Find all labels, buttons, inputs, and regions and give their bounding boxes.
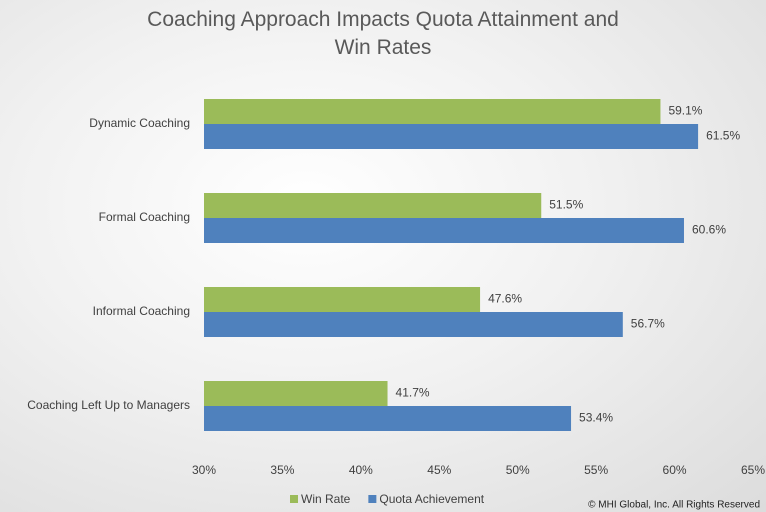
x-tick-label: 45% bbox=[427, 463, 451, 477]
y-tick-label: Dynamic Coaching bbox=[89, 116, 190, 130]
bar bbox=[204, 287, 481, 312]
x-tick-label: 40% bbox=[349, 463, 373, 477]
legend-swatch bbox=[290, 495, 298, 503]
x-tick-label: 65% bbox=[741, 463, 765, 477]
value-label: 59.1% bbox=[668, 104, 702, 118]
bar bbox=[204, 312, 623, 337]
bar bbox=[204, 406, 572, 431]
y-tick-label: Formal Coaching bbox=[99, 210, 190, 224]
value-label: 56.7% bbox=[631, 317, 665, 331]
y-tick-label: Informal Coaching bbox=[93, 304, 190, 318]
x-tick-label: 55% bbox=[584, 463, 608, 477]
x-tick-label: 60% bbox=[663, 463, 687, 477]
footer: © MHI Global, Inc. All Rights Reserved bbox=[588, 500, 760, 511]
x-tick-label: 50% bbox=[506, 463, 530, 477]
x-tick-label: 30% bbox=[192, 463, 216, 477]
bar bbox=[204, 124, 699, 149]
legend-label: Win Rate bbox=[301, 492, 351, 506]
value-label: 61.5% bbox=[706, 129, 740, 143]
bar bbox=[204, 218, 684, 243]
value-label: 47.6% bbox=[488, 292, 522, 306]
bar bbox=[204, 193, 542, 218]
y-tick-label: Coaching Left Up to Managers bbox=[27, 398, 190, 412]
value-label: 53.4% bbox=[579, 411, 613, 425]
value-label: 60.6% bbox=[692, 223, 726, 237]
x-tick-label: 35% bbox=[270, 463, 294, 477]
legend-swatch bbox=[368, 495, 377, 503]
value-label: 41.7% bbox=[396, 386, 430, 400]
chart-title: Coaching Approach Impacts Quota Attainme… bbox=[147, 8, 619, 59]
legend-label: Quota Achievement bbox=[379, 492, 484, 506]
bar bbox=[204, 99, 661, 124]
value-label: 51.5% bbox=[549, 198, 583, 212]
bar bbox=[204, 381, 388, 406]
